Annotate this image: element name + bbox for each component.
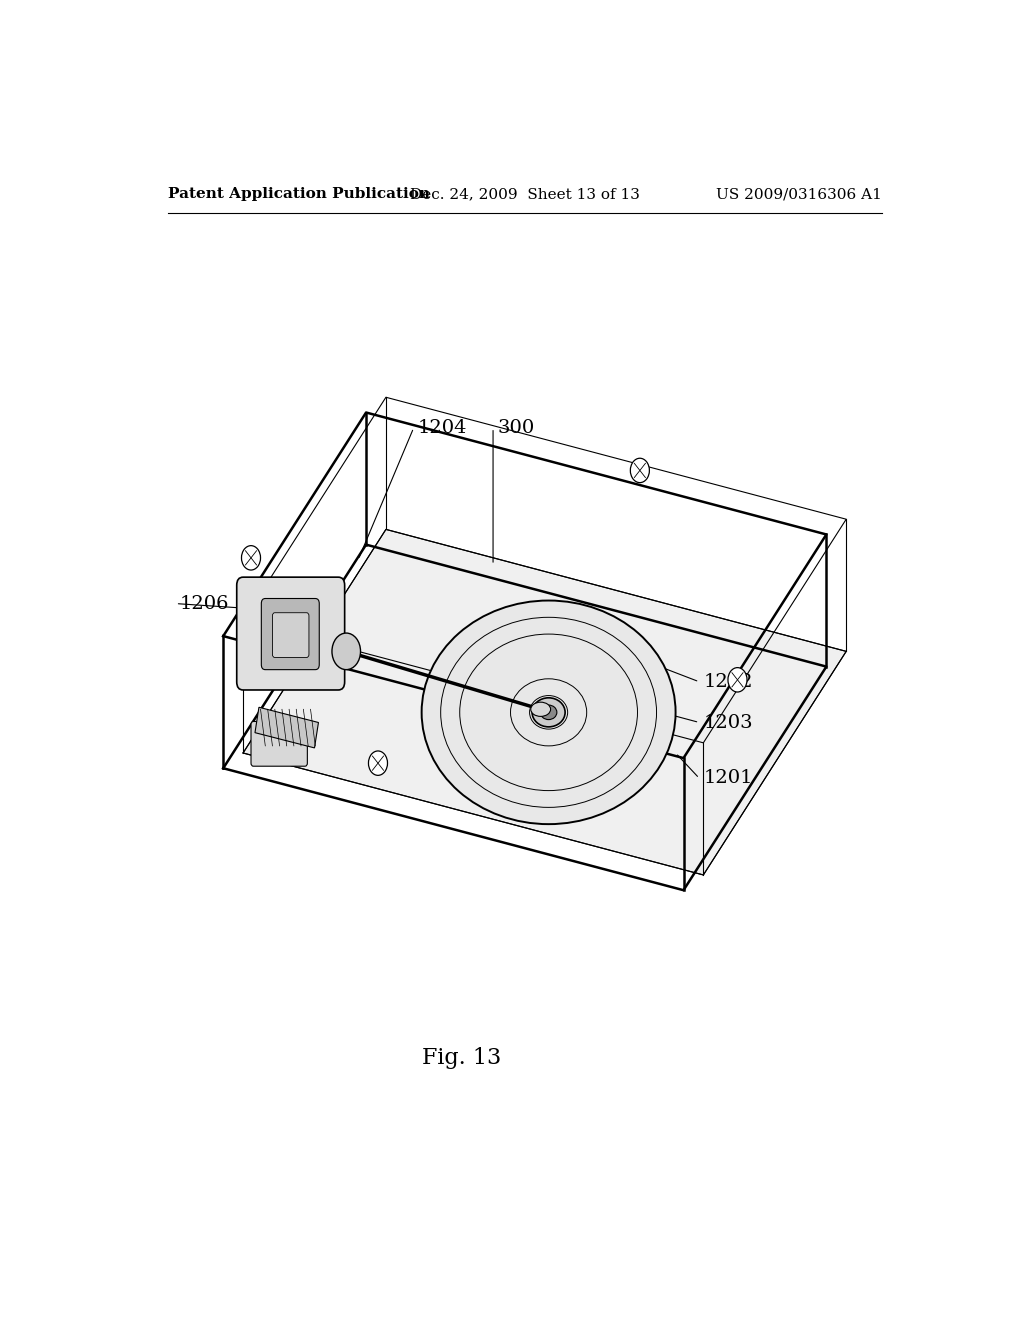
FancyBboxPatch shape [261,598,319,669]
Ellipse shape [541,705,557,719]
Polygon shape [243,529,846,875]
FancyBboxPatch shape [272,612,309,657]
Circle shape [631,458,649,483]
Polygon shape [255,708,318,748]
Text: 1201: 1201 [703,770,753,788]
Text: US 2009/0316306 A1: US 2009/0316306 A1 [716,187,882,201]
Circle shape [332,634,360,669]
Circle shape [728,668,748,692]
Ellipse shape [422,601,676,824]
Text: 1206: 1206 [179,594,229,612]
Text: Fig. 13: Fig. 13 [422,1047,501,1069]
Text: 1203: 1203 [703,714,753,731]
FancyBboxPatch shape [251,722,307,766]
Ellipse shape [530,702,551,717]
Circle shape [369,751,387,775]
Text: 300: 300 [497,418,535,437]
Text: Patent Application Publication: Patent Application Publication [168,187,430,201]
FancyBboxPatch shape [237,577,345,690]
Text: 1202: 1202 [703,673,753,690]
Circle shape [242,545,260,570]
Ellipse shape [532,698,565,727]
Text: 1204: 1204 [418,418,467,437]
Text: Dec. 24, 2009  Sheet 13 of 13: Dec. 24, 2009 Sheet 13 of 13 [410,187,640,201]
